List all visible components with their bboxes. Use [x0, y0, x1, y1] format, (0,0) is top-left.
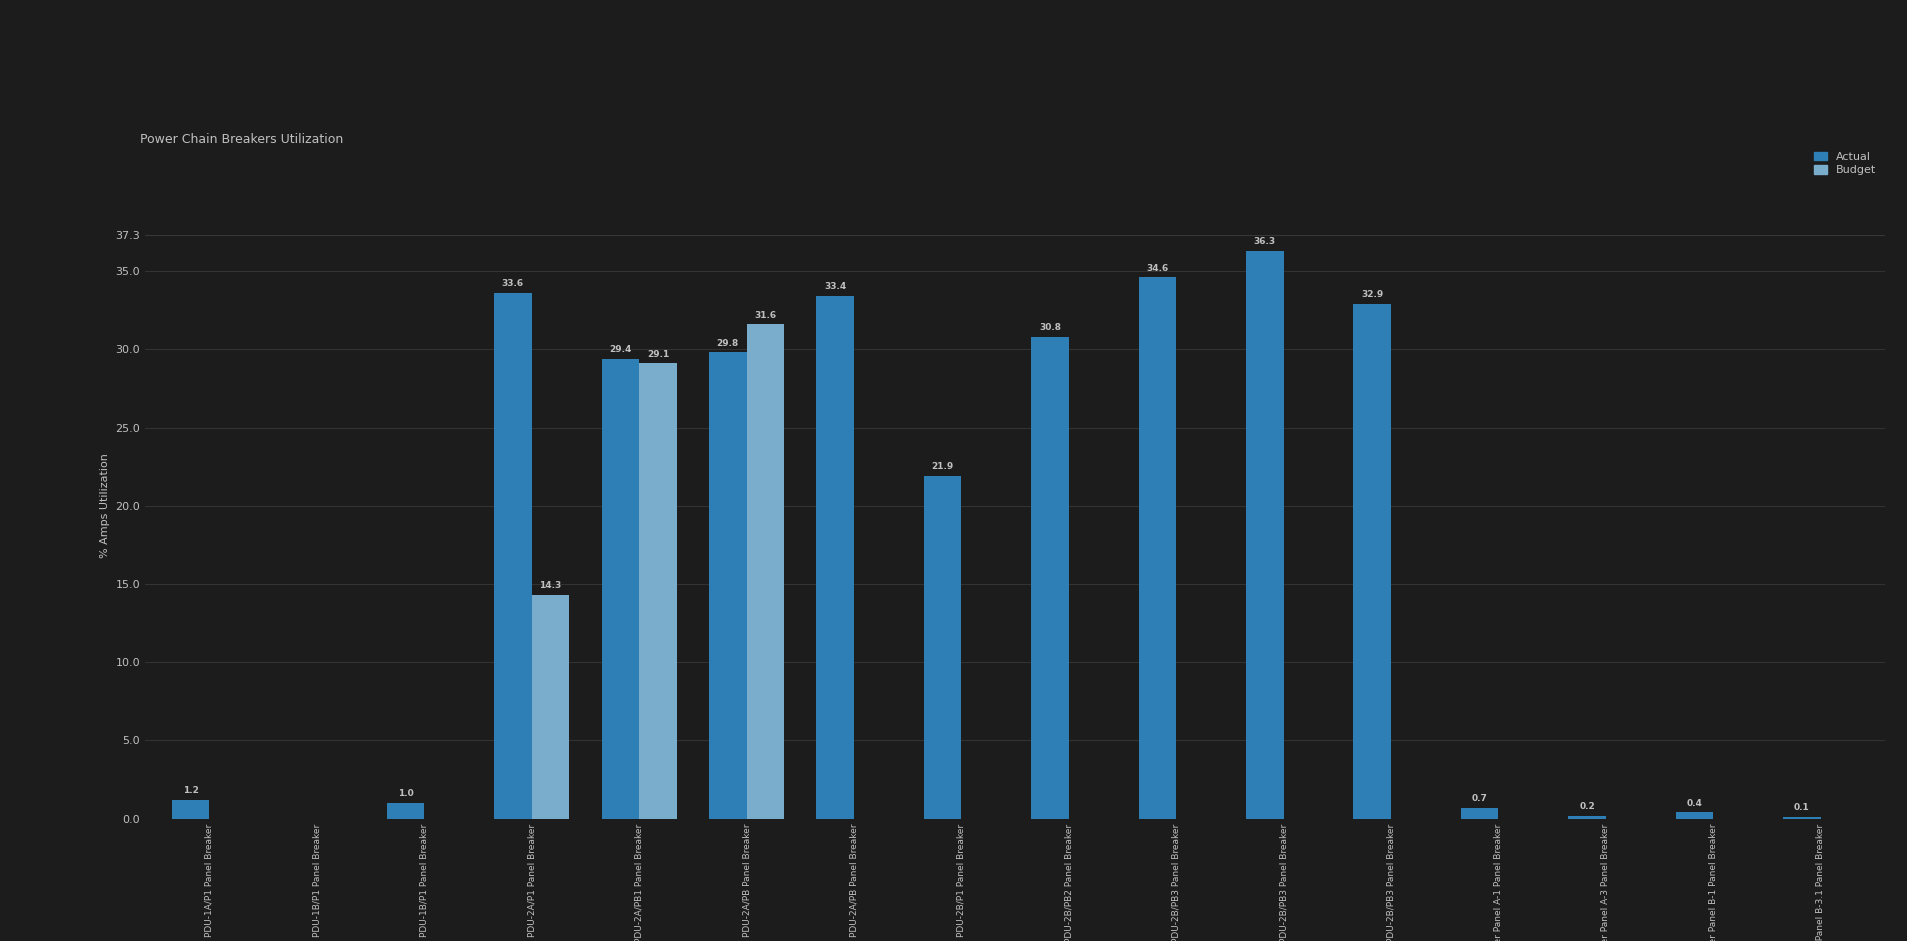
Text: 29.1: 29.1 [646, 350, 669, 359]
Bar [709, 353, 746, 819]
Bar [1245, 251, 1283, 819]
Bar [1352, 304, 1390, 819]
Text: 0.2: 0.2 [1579, 802, 1594, 811]
Text: 1.2: 1.2 [183, 786, 198, 795]
Bar [1138, 278, 1175, 819]
Bar [1030, 337, 1068, 819]
Text: 0.7: 0.7 [1470, 794, 1487, 803]
Text: 0.1: 0.1 [1793, 804, 1808, 812]
Bar [1461, 807, 1497, 819]
Text: 36.3: 36.3 [1253, 237, 1276, 247]
Bar [746, 325, 784, 819]
Text: 29.4: 29.4 [608, 345, 631, 354]
Text: 21.9: 21.9 [931, 462, 954, 471]
Text: 14.3: 14.3 [540, 582, 561, 590]
Bar [923, 476, 961, 819]
Text: 33.6: 33.6 [502, 279, 524, 288]
Text: Power Chain Breakers Utilization: Power Chain Breakers Utilization [139, 133, 343, 146]
Y-axis label: % Amps Utilization: % Amps Utilization [99, 454, 111, 558]
Text: 32.9: 32.9 [1360, 290, 1383, 299]
Bar [387, 803, 423, 819]
Bar [639, 363, 677, 819]
Bar [532, 595, 568, 819]
Bar [1783, 817, 1819, 819]
Text: 30.8: 30.8 [1039, 323, 1060, 332]
Bar [1674, 812, 1712, 819]
Text: 29.8: 29.8 [717, 339, 738, 348]
Bar [816, 296, 854, 819]
Text: 0.4: 0.4 [1686, 799, 1701, 807]
Text: 34.6: 34.6 [1146, 263, 1167, 273]
Text: 1.0: 1.0 [397, 789, 414, 798]
Text: 31.6: 31.6 [753, 311, 776, 320]
Legend: Actual, Budget: Actual, Budget [1810, 149, 1878, 179]
Text: 33.4: 33.4 [824, 282, 847, 292]
Bar [494, 293, 532, 819]
Bar [172, 800, 210, 819]
Bar [601, 359, 639, 819]
Bar [1568, 816, 1606, 819]
